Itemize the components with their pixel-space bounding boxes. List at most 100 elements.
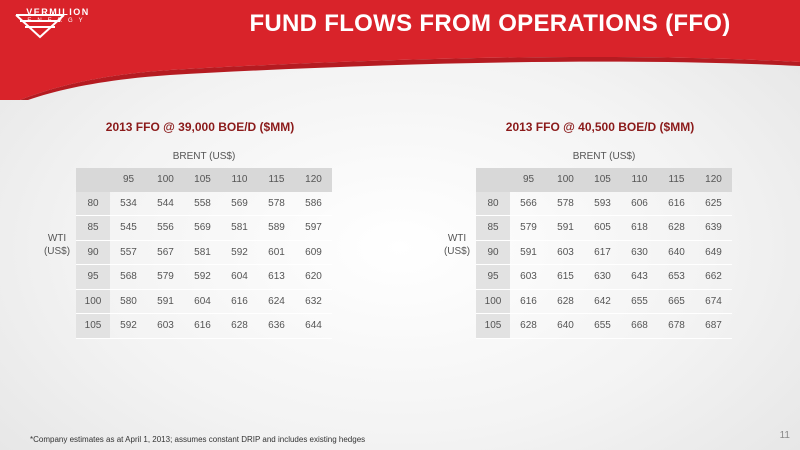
table-row: 105 628 640 655 668 678 687 [476,313,732,339]
table-cell: 568 [110,264,147,290]
col-header: 120 [695,168,732,192]
table-cell: 591 [547,215,584,241]
table-row: 90 591 603 617 630 640 649 [476,240,732,265]
table-cell: 578 [258,191,295,216]
brent-axis-label: BRENT (US$) [172,151,236,162]
table-cell: 604 [221,264,258,290]
table-cell: 589 [258,215,295,241]
col-header: 115 [258,168,295,192]
table-cell: 643 [621,264,658,290]
table-cell: 617 [584,240,621,265]
row-header: 85 [76,215,110,241]
table-cell: 668 [621,313,658,339]
table-cell: 653 [658,264,695,290]
table-row: 80 566 578 593 606 616 625 [476,191,732,216]
table-title: 2013 FFO @ 39,000 BOE/D ($MM) [105,120,295,134]
table-cell: 544 [147,191,184,216]
table-cell: 678 [658,313,695,339]
table-cell: 556 [147,215,184,241]
vermilion-logo: VERMILION ENERGY [14,7,102,73]
table-row: 85 545 556 569 581 589 597 [76,215,332,241]
table-cell: 618 [621,215,658,241]
col-header: 100 [147,168,184,192]
table-header-row: 95 100 105 110 115 120 [476,168,732,192]
page-number: 11 [779,430,790,441]
col-header: 95 [110,168,147,192]
col-header: 110 [221,168,258,192]
table-cell: 644 [295,313,332,339]
table-row: 85 579 591 605 618 628 639 [476,215,732,241]
table-cell: 566 [510,191,547,216]
wti-label-line2: (US$) [443,246,471,257]
table-cell: 586 [295,191,332,216]
col-header: 105 [584,168,621,192]
wti-label-line1: WTI [447,233,467,244]
table-row: 80 534 544 558 569 578 586 [76,191,332,216]
row-header: 90 [476,240,510,265]
table-cell: 662 [695,264,732,290]
wti-label-line1: WTI [47,233,67,244]
table-cell: 620 [295,264,332,290]
table-cell: 628 [547,289,584,314]
table-cell: 628 [221,313,258,339]
row-header: 100 [476,289,510,314]
table-cell: 665 [658,289,695,314]
red-banner-shape [0,0,800,100]
logo-mark-icon [15,14,65,39]
table-title: 2013 FFO @ 40,500 BOE/D ($MM) [505,120,695,134]
table-row: 105 592 603 616 628 636 644 [76,313,332,339]
table-cell: 592 [221,240,258,265]
table-cell: 592 [184,264,221,290]
table-cell: 592 [110,313,147,339]
ffo-table: 95 100 105 110 115 120 80 534 544 558 56… [76,168,332,339]
table-cell: 603 [510,264,547,290]
table-corner [476,168,510,192]
table-cell: 581 [221,215,258,241]
table-cell: 579 [510,215,547,241]
table-cell: 649 [695,240,732,265]
table-cell: 613 [258,264,295,290]
table-cell: 545 [110,215,147,241]
table-row: 100 616 628 642 655 665 674 [476,289,732,314]
header-banner: VERMILION ENERGY FUND FLOWS FROM OPERATI… [0,0,800,100]
table-cell: 616 [184,313,221,339]
table-cell: 605 [584,215,621,241]
table-cell: 601 [258,240,295,265]
row-header: 105 [76,313,110,339]
col-header: 115 [658,168,695,192]
table-row: 95 568 579 592 604 613 620 [76,264,332,290]
table-cell: 579 [147,264,184,290]
table-cell: 591 [147,289,184,314]
footnote: *Company estimates as at April 1, 2013; … [30,435,366,444]
table-row: 100 580 591 604 616 624 632 [76,289,332,314]
ffo-table: 95 100 105 110 115 120 80 566 578 593 60… [476,168,732,339]
table-cell: 642 [584,289,621,314]
table-cell: 616 [658,191,695,216]
table-cell: 569 [184,215,221,241]
table-cell: 597 [295,215,332,241]
wti-label-line2: (US$) [43,246,71,257]
table-corner [76,168,110,192]
wti-axis-label: WTI (US$) [40,232,74,258]
table-cell: 534 [110,191,147,216]
table-cell: 632 [295,289,332,314]
row-header: 105 [476,313,510,339]
table-cell: 616 [510,289,547,314]
logo-name: VERMILION [26,7,90,17]
row-header: 80 [76,191,110,216]
table-cell: 569 [221,191,258,216]
table-cell: 625 [695,191,732,216]
row-header: 90 [76,240,110,265]
table-cell: 593 [584,191,621,216]
col-header: 95 [510,168,547,192]
table-cell: 581 [184,240,221,265]
table-row: 95 603 615 630 643 653 662 [476,264,732,290]
table-cell: 609 [295,240,332,265]
table-cell: 636 [258,313,295,339]
table-cell: 604 [184,289,221,314]
table-cell: 640 [547,313,584,339]
table-cell: 558 [184,191,221,216]
col-header: 105 [184,168,221,192]
col-header: 100 [547,168,584,192]
col-header: 110 [621,168,658,192]
